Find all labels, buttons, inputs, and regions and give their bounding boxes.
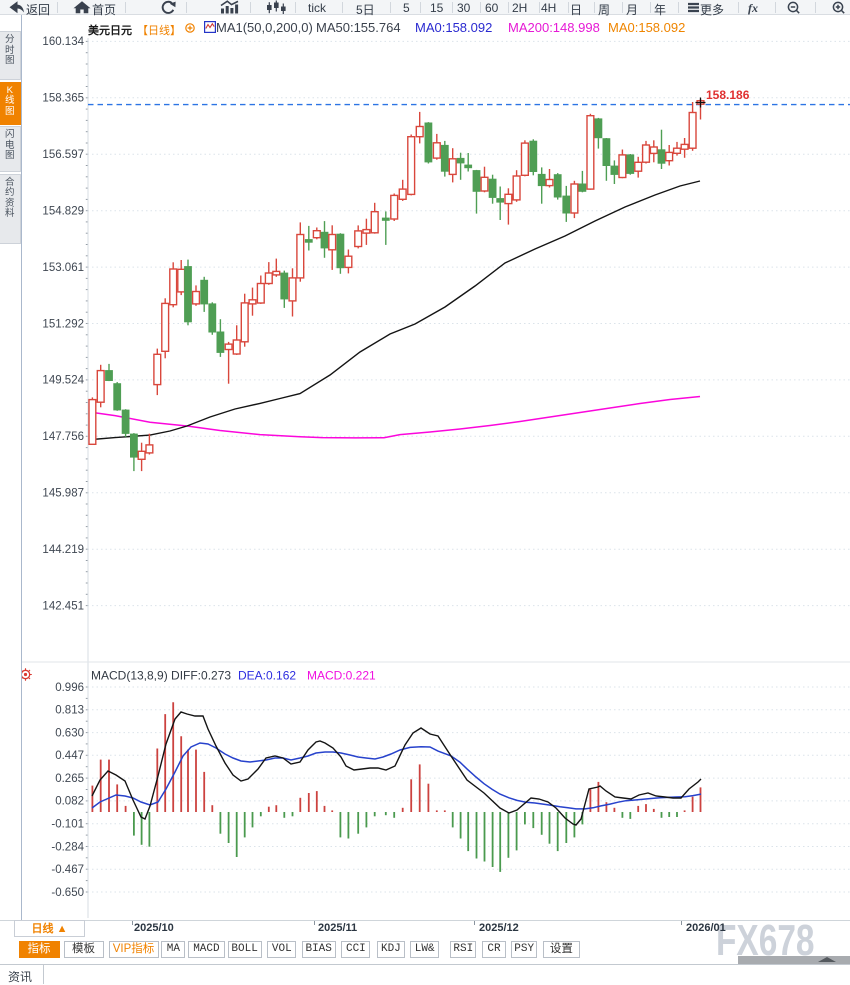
svg-text:-0.650: -0.650 [51, 887, 84, 899]
svg-text:0.630: 0.630 [55, 727, 84, 739]
svg-text:156.597: 156.597 [42, 149, 84, 161]
svg-text:147.756: 147.756 [42, 431, 84, 443]
svg-text:MACD(13,8,9) DIFF:0.273: MACD(13,8,9) DIFF:0.273 [91, 669, 231, 683]
svg-text:158.365: 158.365 [42, 93, 84, 105]
svg-text:fx: fx [748, 1, 758, 15]
svg-text:DEA:0.162: DEA:0.162 [238, 669, 296, 683]
svg-text:149.524: 149.524 [42, 375, 84, 387]
svg-text:-0.101: -0.101 [51, 819, 84, 831]
svg-text:160.134: 160.134 [42, 36, 84, 48]
svg-text:151.292: 151.292 [42, 318, 84, 330]
svg-text:-0.284: -0.284 [51, 841, 84, 853]
svg-text:0.813: 0.813 [55, 705, 84, 717]
svg-text:0.082: 0.082 [55, 796, 84, 808]
svg-text:-0.467: -0.467 [51, 864, 84, 876]
svg-text:MACD:0.221: MACD:0.221 [307, 669, 376, 683]
svg-text:144.219: 144.219 [42, 544, 84, 556]
svg-text:0.447: 0.447 [55, 750, 84, 762]
svg-text:0.996: 0.996 [55, 682, 84, 694]
svg-text:158.186: 158.186 [706, 88, 750, 102]
svg-text:153.061: 153.061 [42, 262, 84, 274]
svg-text:0.265: 0.265 [55, 773, 84, 785]
svg-text:142.451: 142.451 [42, 600, 84, 612]
svg-text:154.829: 154.829 [42, 206, 84, 218]
svg-text:145.987: 145.987 [42, 488, 84, 500]
